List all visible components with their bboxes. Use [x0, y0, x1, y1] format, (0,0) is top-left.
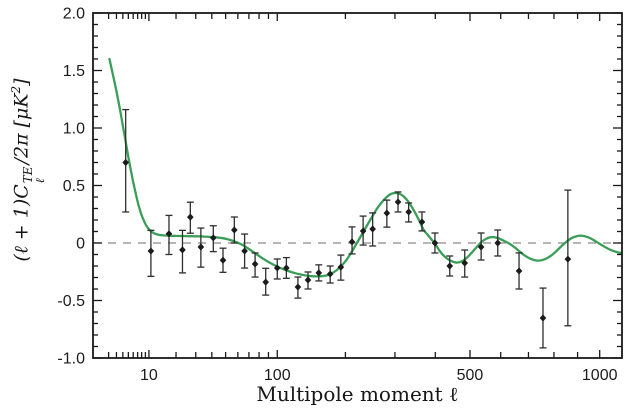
y-tick-label: -1.0 [57, 351, 85, 368]
diamond-marker [383, 209, 391, 217]
data-point [446, 255, 454, 277]
diamond-marker [294, 283, 302, 291]
diamond-marker [418, 218, 426, 226]
diamond-marker [251, 260, 259, 268]
diamond-marker [219, 256, 227, 264]
diamond-marker [231, 226, 238, 234]
y-tick-label: 1.0 [63, 121, 85, 138]
data-point [539, 287, 547, 349]
data-series [122, 108, 572, 349]
data-point [564, 189, 572, 327]
data-point [282, 256, 290, 279]
diamond-marker [564, 255, 572, 263]
data-point [251, 252, 259, 278]
data-point [186, 201, 194, 234]
y-tick-label: -0.5 [57, 293, 85, 310]
diamond-marker [241, 247, 248, 255]
data-point [515, 252, 523, 290]
diamond-marker [337, 263, 345, 271]
data-point [494, 229, 502, 257]
sup-sub-stack: TE ℓ [21, 166, 48, 184]
data-point [230, 216, 238, 244]
data-point [405, 202, 413, 223]
tick-labels: 10 100 500 1000 -1.0 -0.5 0 0.5 1.0 1.5 2.0 [57, 6, 617, 385]
data-point [477, 232, 485, 261]
diamond-marker [273, 264, 281, 272]
y-tick-label: 1.5 [63, 63, 85, 80]
diamond-marker [369, 225, 376, 233]
diamond-marker [431, 239, 439, 247]
diamond-marker [262, 278, 270, 286]
data-point [383, 199, 391, 228]
diamond-marker [394, 198, 402, 206]
diamond-marker [494, 239, 502, 247]
data-point [394, 191, 402, 213]
diamond-marker [405, 208, 412, 216]
data-point [241, 233, 249, 269]
x-axis-title: Multipole moment ℓ [93, 382, 622, 407]
y-axis-title: (ℓ + 1)C TE ℓ/2π [μK2] [9, 78, 48, 262]
data-point [219, 247, 227, 273]
data-point [294, 276, 302, 299]
data-point [122, 108, 130, 213]
data-point [262, 267, 270, 296]
diamond-marker [515, 267, 523, 275]
data-point [431, 232, 439, 254]
diamond-marker [122, 158, 129, 167]
diamond-marker [348, 238, 356, 246]
diamond-marker [147, 247, 155, 255]
data-point [369, 212, 377, 247]
data-point [273, 258, 281, 280]
x-tick-label: 1000 [582, 367, 618, 384]
diamond-marker [315, 269, 323, 277]
diamond-marker [304, 276, 312, 284]
data-point [348, 226, 356, 255]
diamond-marker [209, 234, 217, 242]
diamond-marker [446, 262, 454, 270]
diamond-marker [187, 213, 194, 221]
data-point [418, 211, 426, 232]
diamond-marker [461, 259, 469, 267]
x-axis-title-text: Multipole moment ℓ [256, 382, 459, 406]
x-tick-label: 10 [140, 367, 158, 384]
data-point [178, 229, 186, 274]
diamond-marker [283, 264, 290, 272]
x-tick-label: 100 [264, 367, 291, 384]
diamond-marker [539, 314, 547, 322]
x-tick-label: 500 [457, 367, 484, 384]
data-point [209, 225, 217, 253]
theory-curve [108, 57, 622, 278]
diamond-marker [359, 227, 367, 235]
data-point [359, 215, 367, 246]
diamond-marker [165, 230, 173, 238]
plot-frame [92, 12, 623, 359]
y-tick-label: 0 [76, 236, 85, 253]
data-point [197, 227, 205, 268]
data-point [315, 264, 323, 282]
diamond-marker [197, 243, 205, 251]
diamond-marker [179, 246, 186, 254]
data-point [326, 265, 334, 284]
data-point [304, 271, 312, 290]
diamond-marker [326, 270, 334, 278]
data-point [165, 214, 173, 256]
diamond-marker [477, 243, 485, 251]
data-point [147, 229, 155, 278]
data-point [337, 254, 345, 281]
y-tick-label: 2.0 [63, 6, 85, 23]
y-tick-label: 0.5 [63, 178, 85, 195]
data-point [461, 249, 469, 278]
